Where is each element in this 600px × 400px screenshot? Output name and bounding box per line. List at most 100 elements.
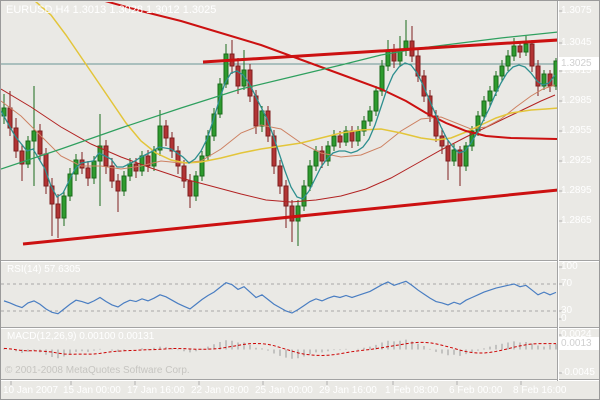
macd-current-box: 0.0013 (558, 337, 599, 350)
chart-title-ohlc: EURUSD,H4 1.3013 1.3028 1.3012 1.3025 (6, 4, 217, 16)
ma-long-red-descending (104, 2, 557, 140)
price-axis-label: 1.2955 (561, 125, 592, 136)
candle-body (235, 65, 241, 87)
candle-body (277, 165, 283, 187)
macd-panel (3, 339, 557, 359)
candle-body (457, 149, 463, 167)
candle-body (337, 135, 343, 143)
time-axis-label: 6 Feb 00:00 (449, 385, 503, 396)
candle-body (73, 159, 79, 175)
price-axis-label: 1.2865 (561, 215, 592, 226)
candle-body (67, 173, 73, 197)
candle-body (523, 43, 529, 53)
candle-body (181, 165, 187, 182)
candle-body (349, 130, 355, 142)
time-axis-label: 29 Jan 16:00 (319, 385, 377, 396)
candle-body (385, 49, 391, 67)
candle-body (319, 150, 325, 162)
candle-body (529, 43, 535, 67)
candle-body (19, 150, 25, 165)
candle-body (109, 165, 115, 182)
candle-body (499, 65, 505, 77)
candle-body (85, 167, 91, 179)
candle-body (553, 60, 557, 87)
candle-body (223, 53, 229, 85)
price-axis-label: 1.3015 (561, 65, 592, 76)
candle-body (163, 125, 169, 139)
candle-body (295, 205, 301, 222)
candle-body (157, 125, 163, 151)
lower-channel-trendline (22, 188, 557, 246)
price-axis-label: 1.2985 (561, 95, 592, 106)
candle-body (331, 135, 337, 147)
rsi-scale-label: 100 (561, 261, 578, 272)
price-axis-separator (557, 1, 559, 381)
rsi-scale-label: 70 (561, 278, 573, 289)
candle-body (289, 205, 295, 222)
macd-panel-separator[interactable] (1, 327, 599, 329)
candle-body (541, 73, 547, 87)
rsi-panel (1, 280, 557, 315)
time-axis-label: 22 Jan 08:00 (191, 385, 249, 396)
main-price-panel (1, 2, 557, 246)
candle-body (379, 65, 385, 92)
macd-signal-line (3, 341, 556, 356)
candle-body (361, 120, 367, 132)
candle-body (451, 149, 457, 162)
candle-body (367, 110, 373, 122)
candle-body (121, 175, 127, 192)
ma-yellow (35, 2, 557, 164)
rsi-scale-label: 30 (561, 305, 573, 316)
candle-body (493, 75, 499, 92)
candle-body (199, 155, 205, 177)
candle-body (487, 90, 493, 102)
rsi-scale-label: 0 (561, 313, 567, 324)
time-axis-label: 15 Jan 00:00 (63, 385, 121, 396)
candle-body (133, 163, 139, 172)
price-axis-label: 1.3045 (561, 37, 592, 48)
candle-body (313, 150, 319, 167)
candle-body (145, 155, 151, 167)
macd-scale-top: 0.0024 (561, 329, 592, 340)
candle-body (463, 145, 469, 167)
candle-body (139, 155, 145, 172)
current-price-box: 1.3025 (558, 57, 599, 70)
candle-body (55, 203, 61, 219)
macd-scale-bottom: -0.0045 (561, 367, 595, 378)
candle-body (259, 110, 265, 127)
candle-body (247, 69, 253, 97)
ma-teal-fast (1, 62, 556, 200)
candle-body (37, 130, 43, 155)
time-axis-label: 8 Feb 16:00 (513, 385, 567, 396)
rsi-line (3, 280, 557, 315)
macd-indicator-label: MACD(12,26,9) 0.00100 0.00131 (7, 331, 155, 342)
time-axis-label: 10 Jan 2007 (3, 385, 59, 396)
candle-body (169, 137, 175, 152)
candle-body (91, 160, 97, 179)
time-axis-label: 1 Feb 08:00 (385, 385, 439, 396)
candle-body (307, 165, 313, 187)
candle-body (193, 175, 199, 197)
candle-body (511, 45, 517, 57)
candle-body (187, 180, 193, 197)
candle-body (175, 150, 181, 167)
candle-body (115, 180, 121, 192)
upper-channel-trendline (202, 38, 557, 64)
price-axis-label: 1.2925 (561, 155, 592, 166)
rsi-indicator-label: RSI(14) 57.6305 (7, 264, 81, 275)
candle-body (535, 65, 541, 87)
candle-body (373, 90, 379, 112)
time-axis-separator (1, 379, 599, 381)
candle-body (283, 185, 289, 207)
candle-body (445, 145, 451, 162)
candle-body (517, 45, 523, 53)
candle-body (127, 163, 133, 177)
rsi-panel-separator[interactable] (1, 260, 599, 262)
time-axis-label: 25 Jan 00:00 (255, 385, 313, 396)
metaquotes-watermark: © 2001-2008 MetaQuotes Software Corp. (5, 365, 190, 376)
green-ascending-trendline (1, 31, 557, 170)
time-axis-label: 17 Jan 16:00 (127, 385, 185, 396)
candle-body (25, 140, 31, 165)
